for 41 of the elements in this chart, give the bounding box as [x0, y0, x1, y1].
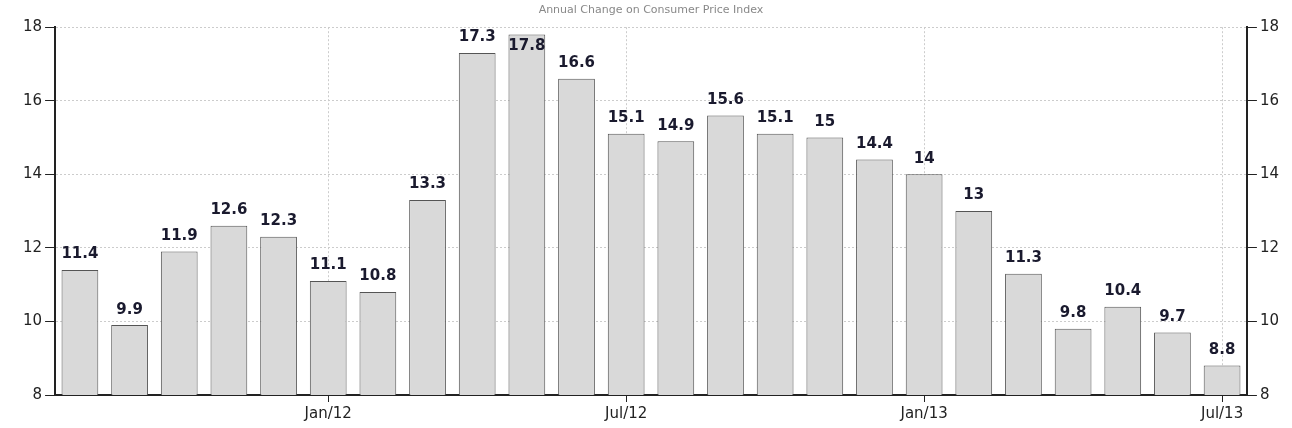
y2-tick-label: 14 — [1259, 164, 1280, 183]
data-label: 12.3 — [260, 211, 298, 230]
data-label: 13 — [963, 185, 985, 204]
data-label: 14 — [913, 148, 935, 167]
data-label: 9.8 — [1059, 303, 1087, 322]
x-tick-label: Jan/12 — [303, 403, 352, 422]
y-tick-label: 12 — [22, 237, 43, 256]
data-label: 11.1 — [309, 255, 347, 274]
y2-tick-label: 10 — [1259, 311, 1280, 330]
data-label: 8.8 — [1208, 339, 1236, 358]
x-tick-label: Jul/12 — [604, 403, 648, 422]
y-tick-label: 8 — [32, 384, 43, 403]
data-label: 12.6 — [210, 200, 248, 219]
data-label: 9.9 — [116, 299, 143, 318]
y-tick-label: 10 — [22, 311, 43, 330]
data-label: 11.9 — [160, 225, 198, 244]
data-label: 14.9 — [657, 115, 695, 134]
y-tick-label: 14 — [22, 164, 43, 183]
data-label: 15.6 — [706, 89, 744, 108]
data-label: 17.8 — [508, 35, 546, 54]
y2-tick-label: 12 — [1259, 237, 1280, 256]
x-tick-label: Jan/13 — [899, 403, 948, 422]
data-label: 10.4 — [1104, 281, 1142, 300]
y2-tick-label: 18 — [1259, 17, 1280, 36]
data-label: 11.3 — [1004, 248, 1042, 267]
y-tick-label: 18 — [22, 17, 43, 36]
y-tick-label: 16 — [22, 90, 43, 109]
data-label: 13.3 — [409, 174, 447, 193]
x-tick-label: Jul/13 — [1199, 403, 1244, 422]
y2-tick-label: 8 — [1259, 384, 1270, 403]
y2-tick-label: 16 — [1259, 90, 1280, 109]
data-label: 15.1 — [756, 108, 794, 127]
data-label: 14.4 — [855, 134, 893, 152]
data-label: 10.8 — [359, 266, 397, 285]
data-label: 17.3 — [458, 27, 496, 46]
data-label: 11.4 — [61, 244, 99, 263]
data-label: 16.6 — [558, 53, 596, 72]
data-label: 15.1 — [607, 108, 645, 127]
chart-title: Annual Change on Consumer Price Index — [538, 3, 764, 17]
data-label: 9.7 — [1159, 306, 1186, 325]
data-label: 15 — [814, 111, 836, 130]
